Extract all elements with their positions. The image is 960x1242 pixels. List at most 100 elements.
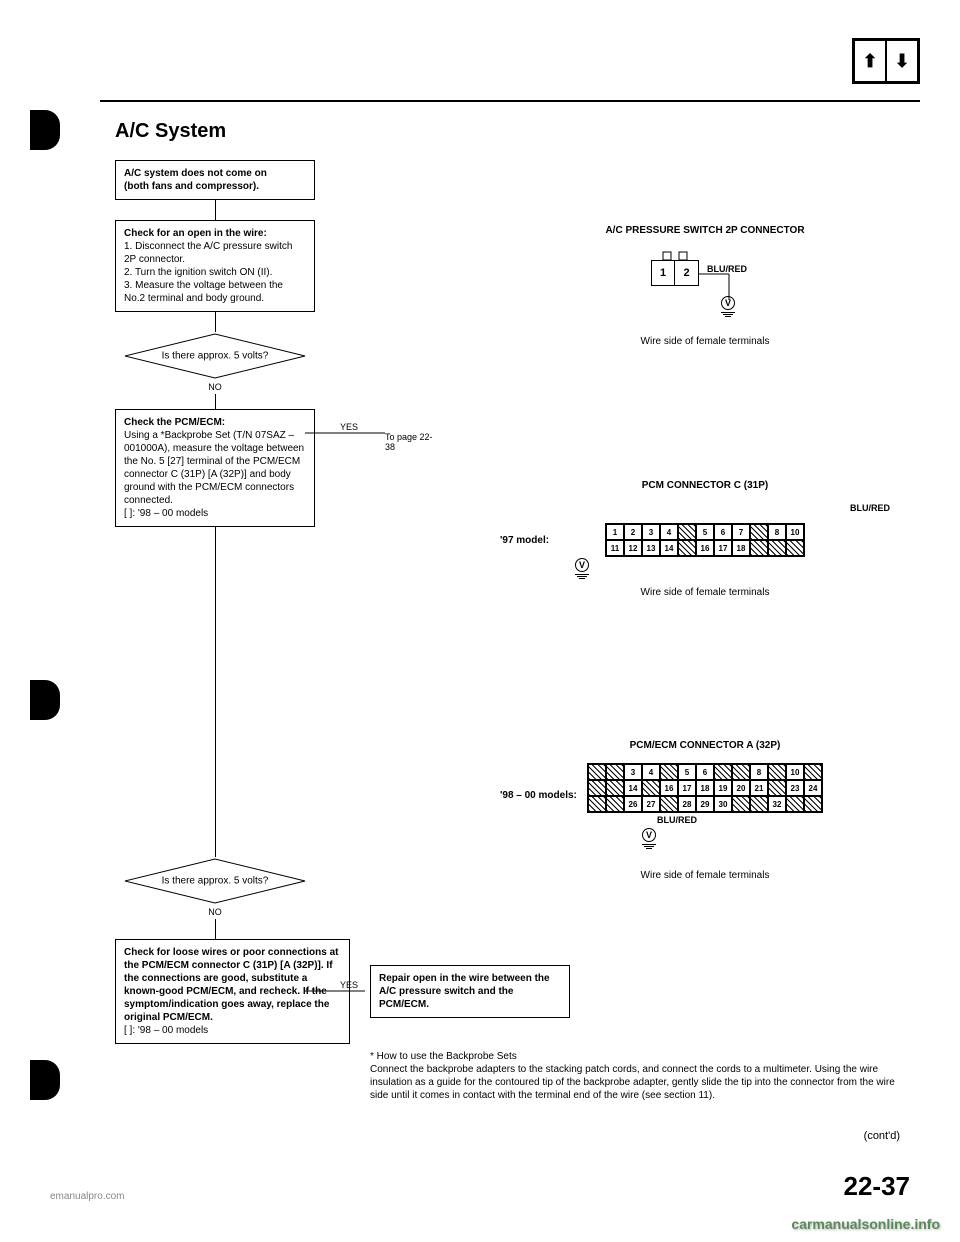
footnote: * How to use the Backprobe Sets Connect … (370, 1050, 910, 1102)
pin-cell: 12 (624, 540, 642, 556)
wire-color-label: BLU/RED (480, 503, 890, 513)
thumb-tab (30, 1060, 60, 1100)
pin-cell: 14 (624, 780, 642, 796)
pin-cell: 6 (714, 524, 732, 540)
voltage-symbol: V (721, 296, 735, 310)
pin-cell (678, 540, 696, 556)
pin-cell: 1 (606, 524, 624, 540)
header-icons: ⬆ ⬇ (852, 38, 920, 84)
flowchart-result-box: Repair open in the wire between the A/C … (370, 965, 570, 1018)
pin-cell: 16 (696, 540, 714, 556)
page-rule (100, 100, 920, 102)
pin-cell: 30 (714, 796, 732, 812)
pin-cell: 16 (660, 780, 678, 796)
pin-cell (732, 796, 750, 812)
pin-cell (660, 796, 678, 812)
flowchart-step-box: Check for an open in the wire: 1. Discon… (115, 220, 315, 312)
pin-cell (606, 796, 624, 812)
result-text: Check for loose wires or poor connection… (124, 947, 339, 1023)
pin-cell: 23 (786, 780, 804, 796)
watermark: carmanualsonline.info (791, 1216, 940, 1232)
pcm-connector-diagram: 1234567810 11121314161718 V (605, 523, 805, 557)
pin-cell: 8 (750, 764, 768, 780)
thumb-tab (30, 110, 60, 150)
step-note: [ ]: '98 – 00 models (124, 508, 208, 519)
pin-cell (750, 540, 768, 556)
thumb-tab (30, 680, 60, 720)
pin-cell (660, 764, 678, 780)
connector-block-2: PCM CONNECTOR C (31P) BLU/RED 1234567810… (500, 480, 910, 598)
pin-cell (750, 796, 768, 812)
pin-cell (732, 764, 750, 780)
pin-cell (804, 796, 822, 812)
connector-title: A/C PRESSURE SWITCH 2P CONNECTOR (500, 225, 910, 236)
pin-cell (606, 764, 624, 780)
pin-cell (606, 780, 624, 796)
text: (both fans and compressor). (124, 181, 259, 192)
yes-label: YES (340, 422, 358, 432)
flowchart-start-box: A/C system does not come on (both fans a… (115, 160, 315, 200)
pin-cell (750, 524, 768, 540)
pin-cell: 6 (696, 764, 714, 780)
connector-block-3: PCM/ECM CONNECTOR A (32P) 3456810 141617… (500, 740, 910, 881)
voltage-symbol: V (642, 828, 656, 842)
step-title: Check for an open in the wire: (124, 228, 267, 239)
pin-cell: 14 (660, 540, 678, 556)
pin-cell (768, 540, 786, 556)
connector-title: PCM CONNECTOR C (31P) (500, 480, 910, 491)
pin-cell: 2 (675, 261, 698, 285)
connector-caption: Wire side of female terminals (500, 870, 910, 881)
step-text: 2. Turn the ignition switch ON (II). (124, 267, 272, 278)
step-title: Check the PCM/ECM: (124, 417, 225, 428)
pcm-connector-diagram: 3456810 141617181920212324 262728293032 … (587, 763, 823, 815)
pin-cell: 2 (624, 524, 642, 540)
ground-icon (721, 312, 735, 317)
pin-cell: 29 (696, 796, 714, 812)
pin-cell: 27 (642, 796, 660, 812)
pin-cell: 11 (606, 540, 624, 556)
yes-label: YES (340, 980, 358, 990)
pin-cell: 21 (750, 780, 768, 796)
pin-cell: 18 (696, 780, 714, 796)
no-label: NO (115, 907, 315, 917)
ground-icon (575, 574, 589, 579)
voltage-symbol: V (575, 558, 589, 572)
pin-cell: 1 (652, 261, 675, 285)
up-arrow-icon: ⬆ (855, 41, 885, 81)
pin-cell (786, 540, 804, 556)
pin-cell: 5 (696, 524, 714, 540)
pin-cell (768, 764, 786, 780)
step-text: 3. Measure the voltage between the No.2 … (124, 280, 283, 304)
pin-cell (642, 780, 660, 796)
pin-cell: 10 (786, 524, 804, 540)
no-label: NO (115, 382, 315, 392)
pin-cell: 10 (786, 764, 804, 780)
step-note: [ ]: '98 – 00 models (124, 1025, 208, 1036)
pin-cell: 7 (732, 524, 750, 540)
pin-cell (588, 764, 606, 780)
step-text: 1. Disconnect the A/C pressure switch 2P… (124, 241, 292, 265)
decision-text: Is there approx. 5 volts? (135, 876, 295, 887)
flowchart-step-box: Check the PCM/ECM: Using a *Backprobe Se… (115, 409, 315, 527)
pin-cell (714, 764, 732, 780)
step-text: Using a *Backprobe Set (T/N 07SAZ – 0010… (124, 430, 304, 506)
decision-text: Is there approx. 5 volts? (135, 351, 295, 362)
connector-caption: Wire side of female terminals (500, 587, 910, 598)
ground-icon (642, 844, 656, 849)
page-number: 22-37 (844, 1171, 911, 1202)
pin-cell: 4 (660, 524, 678, 540)
pin-cell (786, 796, 804, 812)
pin-cell: 17 (678, 780, 696, 796)
pin-cell: 32 (768, 796, 786, 812)
flowchart-decision: Is there approx. 5 volts? (115, 857, 315, 905)
pin-cell: 3 (642, 524, 660, 540)
pin-cell (678, 524, 696, 540)
down-arrow-icon: ⬇ (887, 41, 917, 81)
pin-cell: 20 (732, 780, 750, 796)
pin-cell: 28 (678, 796, 696, 812)
pin-cell: 26 (624, 796, 642, 812)
contd-label: (cont'd) (864, 1130, 900, 1142)
pin-cell (804, 764, 822, 780)
pin-cell (588, 796, 606, 812)
footnote-title: * How to use the Backprobe Sets (370, 1051, 517, 1062)
